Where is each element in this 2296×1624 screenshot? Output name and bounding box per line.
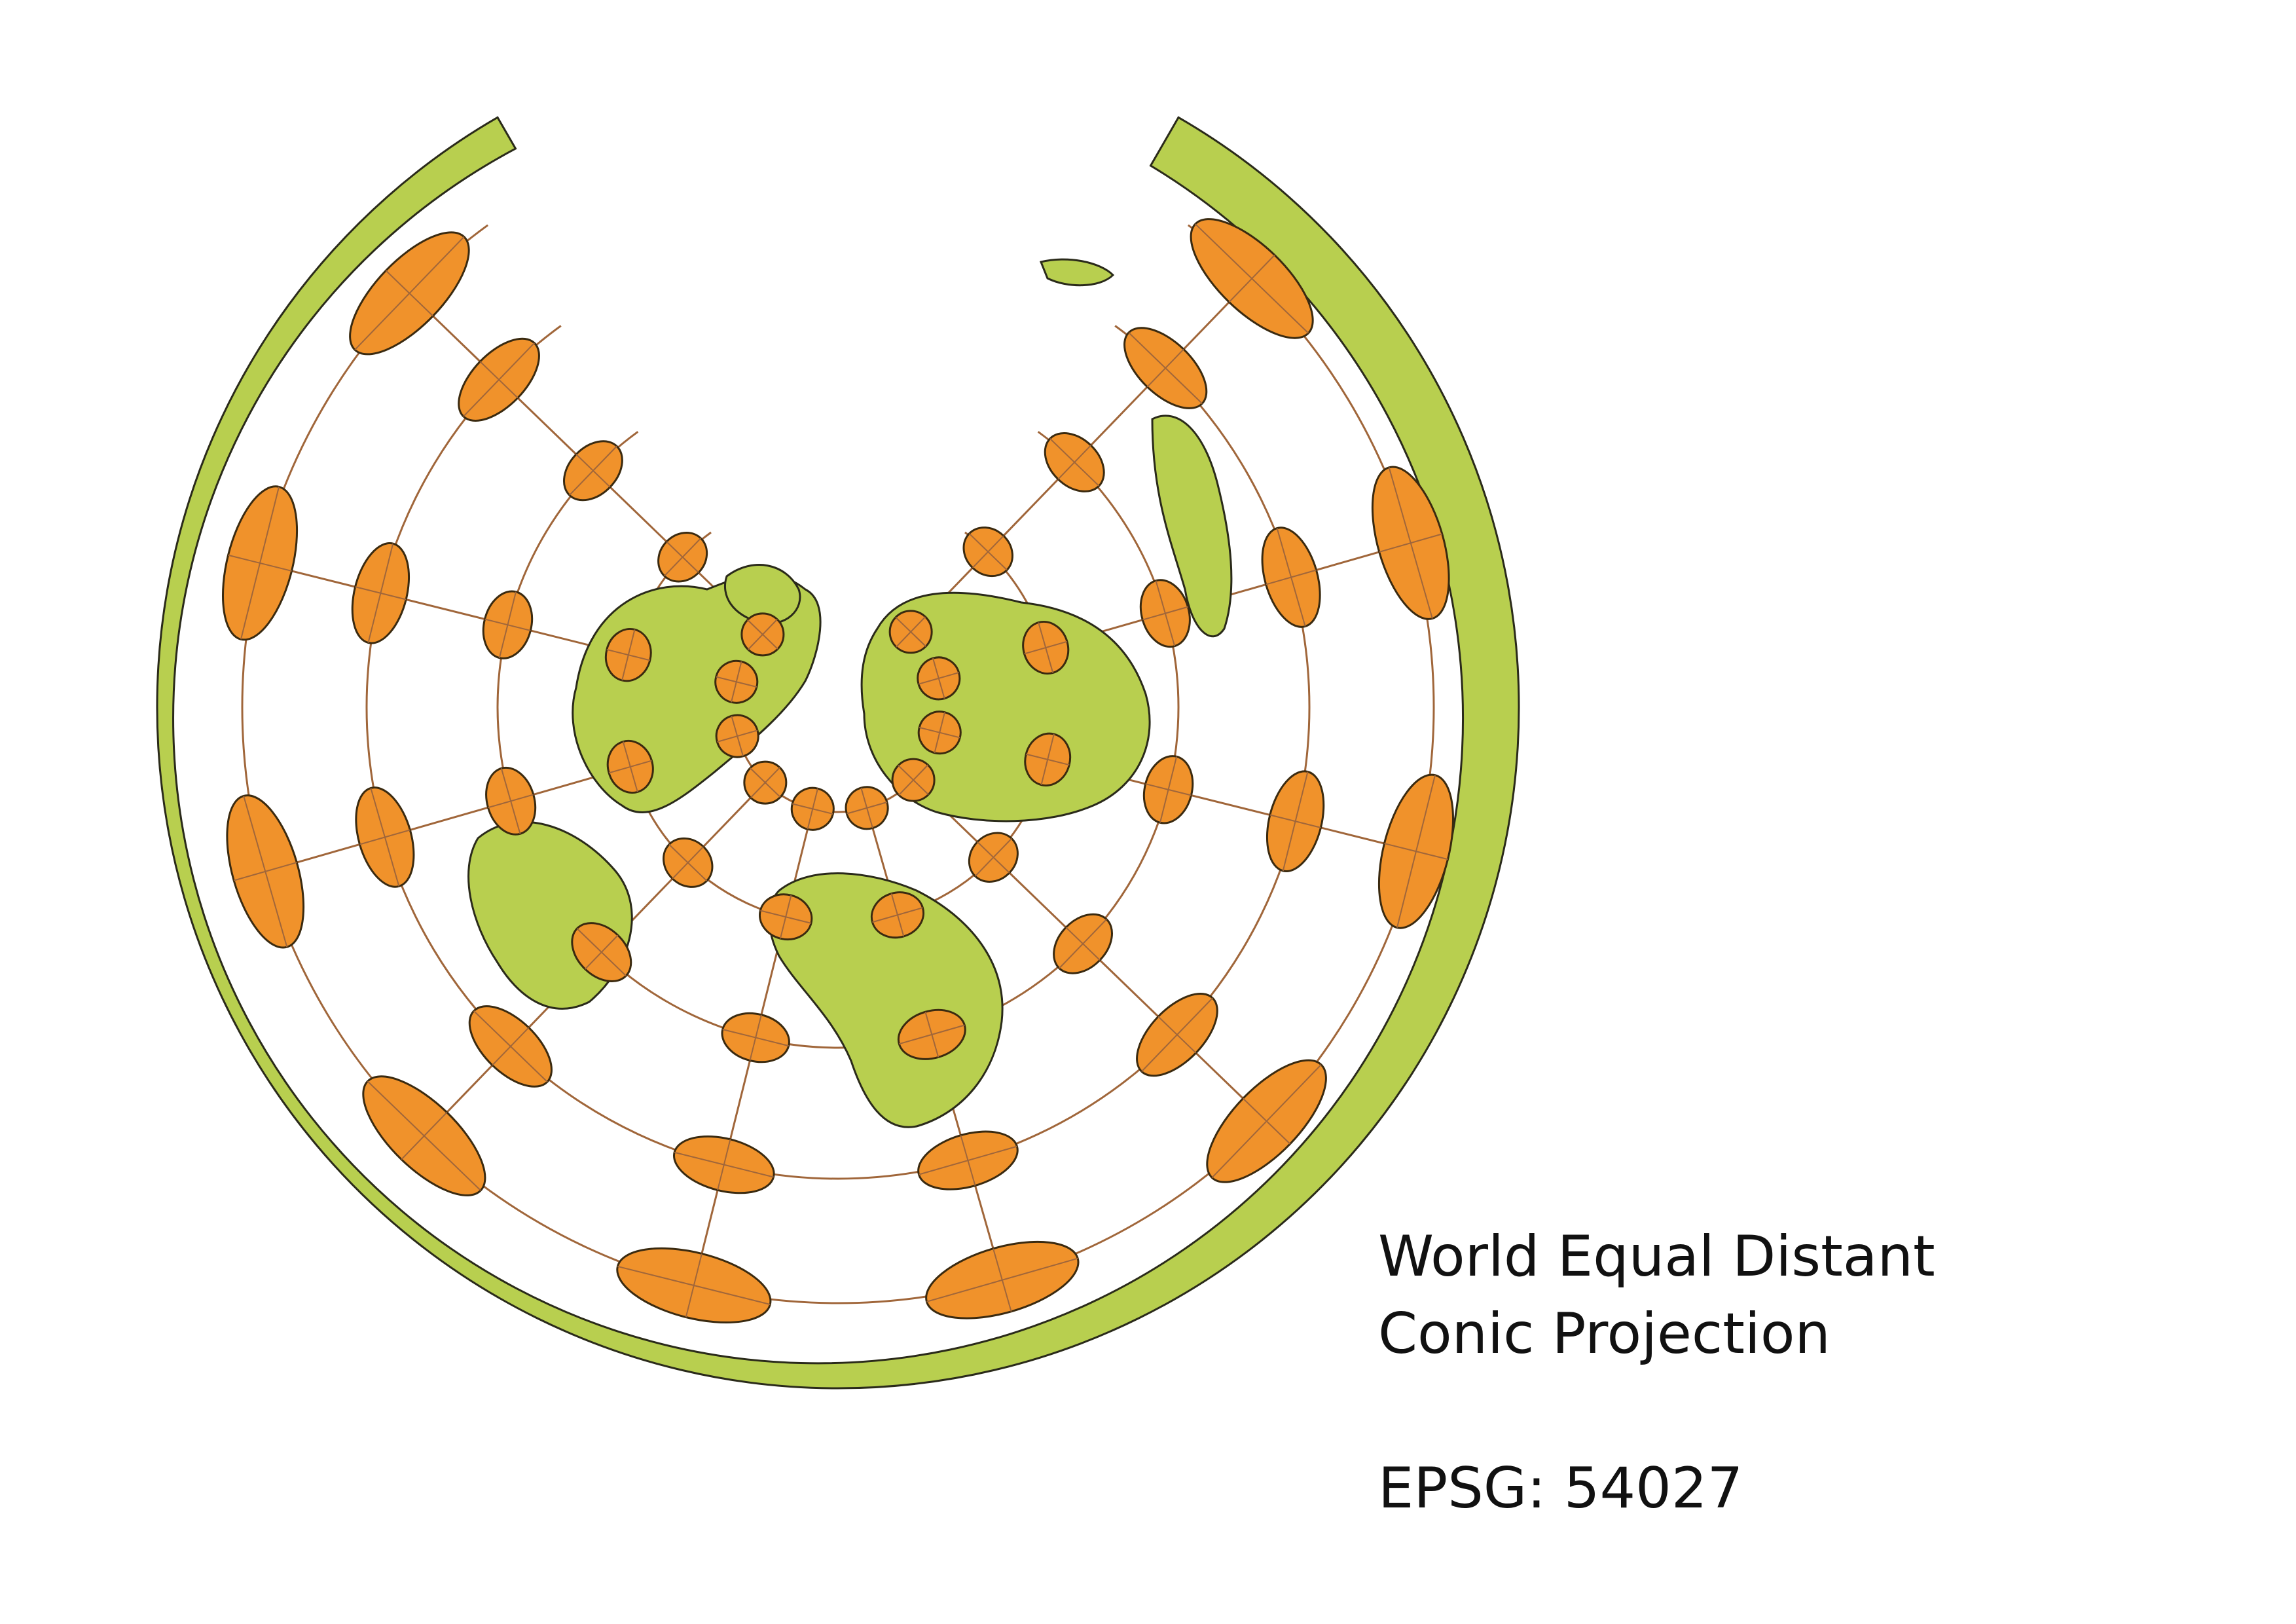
tissot-ellipse (673, 1135, 775, 1194)
tissot-ellipse (1123, 327, 1208, 409)
greenland-land (723, 564, 801, 625)
tissot-ellipse (888, 610, 933, 654)
tissot-ellipse (1044, 432, 1105, 492)
graticule-parallel (365, 325, 1311, 1180)
tissot-ellipse (845, 786, 889, 830)
graticule-parallel (496, 431, 1180, 1049)
tissot-ellipse (1136, 993, 1218, 1077)
tissot-ellipse (1371, 466, 1450, 620)
tissot-ellipse (891, 758, 936, 802)
tissot-ellipse (1142, 755, 1194, 824)
tissot-ellipse (790, 786, 835, 831)
tissot-ellipse (663, 837, 714, 888)
tissot-ellipse (917, 656, 961, 701)
tissot-ellipse (897, 1008, 966, 1060)
alaska-land (1039, 258, 1115, 287)
tissot-ellipse (604, 627, 652, 682)
tissot-ellipse (657, 532, 708, 583)
tissot-ellipse (482, 590, 534, 659)
tissot-ellipse (715, 714, 759, 758)
tissot-ellipse (616, 1247, 772, 1324)
tissot-ellipse (743, 760, 788, 805)
antarctica-outer-ring (156, 116, 1520, 1390)
tissot-ellipse (870, 891, 925, 939)
tissot-ellipse (758, 893, 813, 941)
tissot-ellipse (962, 526, 1013, 578)
tissot-ellipse (562, 440, 623, 502)
tissot-ellipse (714, 659, 759, 704)
caption-title-line-1: World Equal Distant (1378, 1224, 1935, 1289)
tissot-ellipse (1266, 770, 1325, 872)
tissot-ellipse (925, 1240, 1080, 1320)
landmass-layer (467, 258, 1233, 1128)
tissot-ellipse (226, 794, 305, 949)
japan-kamchatka-land (1151, 415, 1233, 638)
antarctica-ring (156, 116, 1520, 1390)
tissot-ellipse (349, 231, 470, 356)
tissot-ellipse (917, 710, 962, 755)
tissot-ellipse (571, 922, 632, 983)
tissot-ellipse (1024, 732, 1072, 787)
tissot-ellipse (740, 612, 785, 657)
tissot-ellipse (1139, 579, 1191, 648)
tissot-ellipse (1206, 1059, 1327, 1183)
tissot-ellipse (221, 485, 299, 641)
tissot-ellipse (458, 337, 540, 422)
europe-asia-land (860, 591, 1151, 822)
tissot-ellipse (721, 1012, 790, 1063)
tissot-ellipse (355, 786, 415, 888)
caption-title-line-2: Conic Projection (1378, 1301, 1831, 1367)
tissot-indicatrix-layer (221, 218, 1455, 1324)
tissot-ellipse (1377, 773, 1455, 929)
tissot-ellipse (485, 766, 537, 836)
tissot-ellipse (1022, 620, 1070, 675)
tissot-ellipse (917, 1130, 1019, 1190)
tissot-ellipse (362, 1075, 486, 1196)
map-caption: World Equal Distant Conic Projection EPS… (1378, 1218, 1935, 1527)
tissot-ellipse (351, 542, 410, 644)
africa-land (768, 872, 1004, 1128)
tissot-ellipse (1190, 218, 1314, 339)
tissot-ellipse (468, 1005, 553, 1088)
tissot-ellipse (1053, 913, 1114, 974)
tissot-ellipse (606, 739, 654, 794)
caption-epsg-code: EPSG: 54027 (1378, 1456, 1743, 1521)
tissot-ellipse (968, 832, 1019, 883)
tissot-ellipse (1261, 526, 1321, 628)
